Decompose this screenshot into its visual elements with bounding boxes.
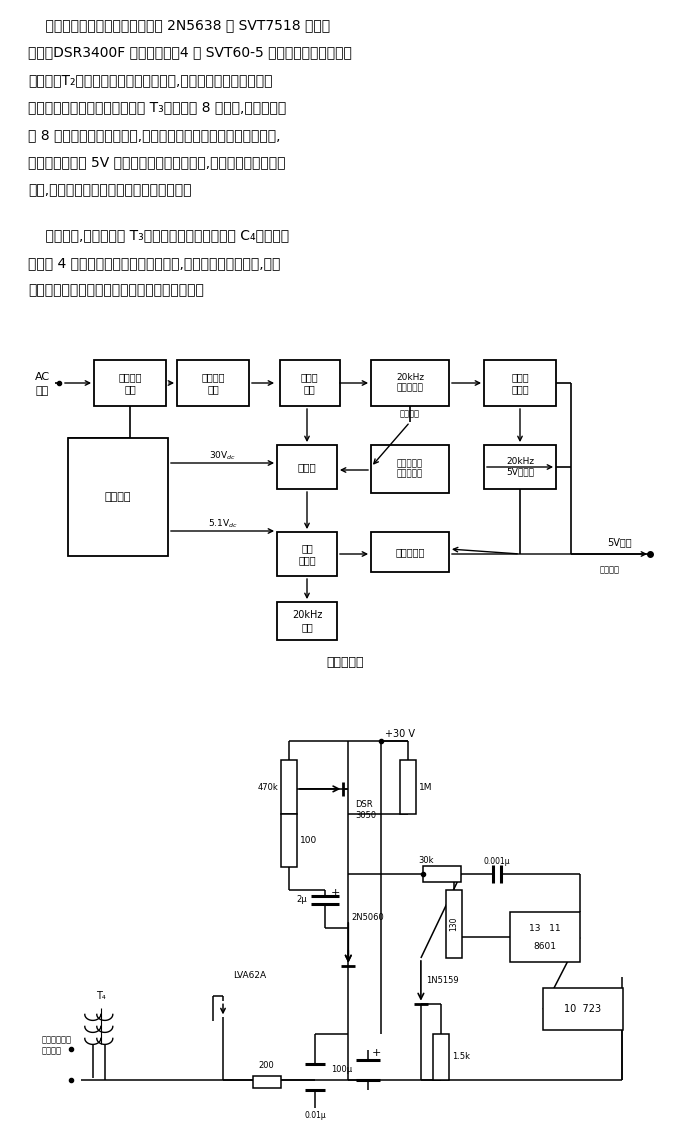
Text: 5V输出: 5V输出 bbox=[607, 537, 632, 547]
Bar bbox=[277, 445, 337, 489]
Text: 应当注意,输出变压器 T₃的初级电路中串接有电容 C₄。这样当: 应当注意,输出变压器 T₃的初级电路中串接有电容 C₄。这样当 bbox=[28, 229, 289, 242]
Text: LVA62A: LVA62A bbox=[233, 971, 266, 980]
Text: 30k: 30k bbox=[418, 856, 433, 865]
Text: 8601: 8601 bbox=[533, 941, 557, 951]
Text: 软启动和过
载保护电路: 软启动和过 载保护电路 bbox=[397, 459, 423, 479]
Bar bbox=[510, 912, 580, 962]
Bar bbox=[371, 445, 449, 493]
Bar bbox=[281, 761, 297, 814]
Text: 20kHz
5V滤波器: 20kHz 5V滤波器 bbox=[506, 457, 534, 476]
Bar bbox=[253, 1076, 281, 1088]
Text: 消除了常常损坏普通推挽倒相电路的电流尖锋。: 消除了常常损坏普通推挽倒相电路的电流尖锋。 bbox=[28, 283, 204, 298]
Text: +: + bbox=[331, 888, 341, 897]
Text: 所组成。T₂是一只多绕组的输入变压器,它能使全桥逆变器所需的: 所组成。T₂是一只多绕组的输入变压器,它能使全桥逆变器所需的 bbox=[28, 73, 273, 88]
Text: 0.001μ: 0.001μ bbox=[484, 857, 510, 866]
Bar bbox=[94, 360, 166, 406]
Bar bbox=[371, 532, 449, 572]
Text: 0.01μ: 0.01μ bbox=[304, 1111, 326, 1120]
Text: 偏置电源: 偏置电源 bbox=[105, 492, 131, 503]
Text: 直流总线
滤波: 直流总线 滤波 bbox=[201, 372, 225, 393]
Text: 整流管的压降在 5V 输出电压中所占比例很小,因此工作效率很高。: 整流管的压降在 5V 输出电压中所占比例很小,因此工作效率很高。 bbox=[28, 156, 286, 169]
Bar bbox=[484, 445, 556, 489]
Bar bbox=[543, 988, 623, 1030]
Text: 20kHz
电源变压器: 20kHz 电源变压器 bbox=[396, 373, 424, 392]
Text: 驱动信号相互隔离。输出变压器 T₃的次级有 8 个绕组,它们分别接: 驱动信号相互隔离。输出变压器 T₃的次级有 8 个绕组,它们分别接 bbox=[28, 100, 286, 115]
Text: 肖特基
整流管: 肖特基 整流管 bbox=[511, 372, 529, 393]
Text: 驱动器: 驱动器 bbox=[297, 462, 317, 472]
Bar bbox=[279, 360, 339, 406]
Text: 200: 200 bbox=[259, 1061, 275, 1070]
Text: 1.5k: 1.5k bbox=[452, 1053, 470, 1061]
Text: 1N5159: 1N5159 bbox=[426, 977, 459, 986]
Text: 1M: 1M bbox=[419, 782, 432, 791]
Bar bbox=[433, 1034, 448, 1080]
Text: 5.1V$_{dc}$: 5.1V$_{dc}$ bbox=[208, 517, 237, 530]
Text: 130: 130 bbox=[449, 916, 458, 931]
Bar bbox=[423, 866, 461, 882]
Text: 接电源变压器
初级电路: 接电源变压器 初级电路 bbox=[41, 1036, 71, 1055]
Text: 达林顿
开关: 达林顿 开关 bbox=[301, 372, 318, 393]
Bar bbox=[277, 532, 337, 576]
Bar bbox=[177, 360, 249, 406]
Text: +: + bbox=[372, 1047, 382, 1057]
Text: 30V$_{dc}$: 30V$_{dc}$ bbox=[209, 450, 236, 463]
Text: 脉宽
调制器: 脉宽 调制器 bbox=[298, 543, 316, 565]
Bar bbox=[446, 889, 462, 958]
Text: 误差放大器: 误差放大器 bbox=[395, 547, 424, 557]
Text: 输入: 输入 bbox=[35, 385, 48, 396]
Text: 2μ: 2μ bbox=[297, 895, 307, 904]
Text: 电压检测: 电压检测 bbox=[400, 409, 420, 418]
Text: 到 8 个肖特基整流二极管上,组成全波整流电路。采用这种方法后,: 到 8 个肖特基整流二极管上,组成全波整流电路。采用这种方法后, bbox=[28, 128, 281, 142]
Bar bbox=[484, 360, 556, 406]
Text: 交流电源
整流: 交流电源 整流 bbox=[118, 372, 141, 393]
Text: 20kHz
时钟: 20kHz 时钟 bbox=[292, 611, 322, 632]
Text: DSR
3050: DSR 3050 bbox=[355, 800, 376, 820]
Text: 10  723: 10 723 bbox=[564, 1004, 602, 1014]
Bar bbox=[281, 814, 297, 866]
Text: 13   11: 13 11 bbox=[529, 924, 561, 932]
Text: 该稳压电源的高频逆变器由四只 2N5638 或 SVT7518 功率晶: 该稳压电源的高频逆变器由四只 2N5638 或 SVT7518 功率晶 bbox=[28, 18, 330, 32]
Text: 电源方框图: 电源方框图 bbox=[326, 656, 364, 669]
Bar bbox=[277, 601, 337, 640]
Text: 同时,也很容易回避大电感线圈产生的难题。: 同时,也很容易回避大电感线圈产生的难题。 bbox=[28, 183, 192, 197]
Text: +30 V: +30 V bbox=[385, 730, 415, 739]
Bar bbox=[68, 438, 168, 556]
Bar bbox=[371, 360, 449, 406]
Text: 逆变器 4 个输出晶体管的参数不平衡时,输出变压器不会饱和,从而: 逆变器 4 个输出晶体管的参数不平衡时,输出变压器不会饱和,从而 bbox=[28, 256, 280, 269]
Text: AC: AC bbox=[34, 372, 50, 382]
Text: 100: 100 bbox=[300, 836, 317, 845]
Text: 100μ: 100μ bbox=[331, 1065, 352, 1074]
Text: T₄: T₄ bbox=[96, 991, 106, 1001]
Text: 470k: 470k bbox=[257, 782, 278, 791]
Bar bbox=[400, 761, 415, 814]
Text: 电压检测: 电压检测 bbox=[600, 565, 620, 574]
Text: 体管、DSR3400F 整流二极管、4 个 SVT60-5 驱动级以及有关的元件: 体管、DSR3400F 整流二极管、4 个 SVT60-5 驱动级以及有关的元件 bbox=[28, 45, 352, 59]
Text: 2N5060: 2N5060 bbox=[351, 913, 384, 922]
